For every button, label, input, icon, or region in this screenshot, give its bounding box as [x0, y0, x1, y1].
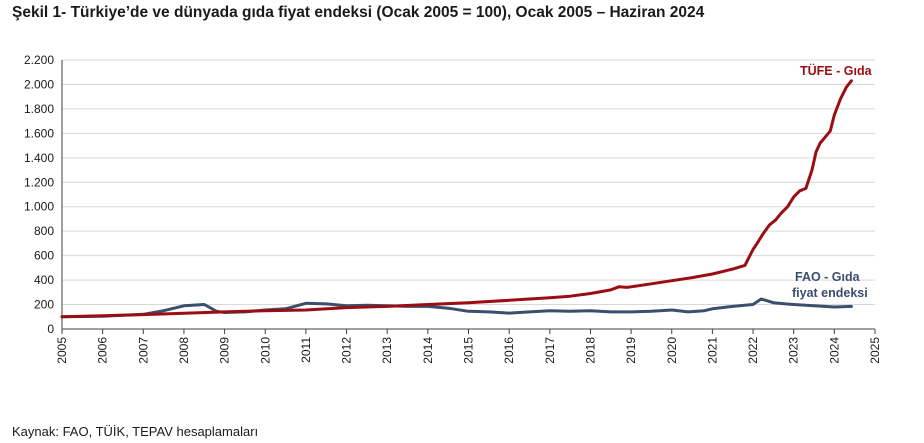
x-tick-label: 2011: [299, 337, 313, 363]
x-tick-label: 2015: [462, 337, 476, 364]
x-tick-label: 2021: [705, 337, 719, 364]
y-tick-label: 1.000: [24, 200, 54, 214]
y-axis-tick-labels: 0 200 400 600 800 1.000 1.200 1.400 1.600 1.800 2.…: [24, 53, 54, 336]
x-tick-label: 2010: [258, 337, 272, 364]
x-tick-label: 2009: [218, 337, 232, 364]
y-tick-label: 1.400: [24, 151, 54, 165]
series-label-tufe: TÜFE - Gıda: [800, 63, 873, 78]
y-tick-label: 2.000: [24, 77, 54, 91]
x-tick-label: 2024: [827, 337, 841, 364]
x-tick-label: 2005: [55, 337, 69, 364]
gridlines: [62, 59, 875, 306]
y-tick-label: 200: [34, 298, 54, 312]
x-tick-label: 2018: [583, 337, 597, 364]
y-tick-label: 1.200: [24, 175, 54, 189]
x-tick-label: 2020: [665, 337, 679, 364]
x-tick-label: 2006: [96, 337, 110, 364]
x-tick-label: 2023: [787, 337, 801, 364]
source-note: Kaynak: FAO, TÜİK, TEPAV hesaplamaları: [12, 424, 259, 439]
x-tick-label: 2022: [746, 337, 760, 364]
x-tick-label: 2007: [136, 337, 150, 364]
y-tick-label: 2.200: [24, 53, 54, 67]
y-tick-label: 1.800: [24, 102, 54, 116]
x-tick-label: 2014: [421, 337, 435, 364]
x-tick-label: 2012: [340, 337, 354, 364]
series-label-fao-line1: FAO - Gıda: [795, 270, 861, 284]
x-tick-label: 2008: [177, 337, 191, 364]
y-tick-label: 0: [47, 322, 54, 336]
line-chart: 0 200 400 600 800 1.000 1.200 1.400 1.600 1.800 2.…: [24, 53, 882, 364]
series-line-tufe: [60, 79, 853, 319]
chart-title: Şekil 1- Türkiye’de ve dünyada gıda fiya…: [12, 4, 705, 21]
x-tick-label: 2019: [624, 337, 638, 364]
y-tick-label: 800: [34, 224, 54, 238]
y-tick-label: 600: [34, 249, 54, 263]
y-tick-label: 1.600: [24, 126, 54, 140]
y-tick-label: 400: [34, 273, 54, 287]
x-tick-label: 2025: [868, 337, 882, 364]
series-label-fao-line2: fiyat endeksi: [792, 286, 868, 300]
series-lines: [60, 79, 853, 319]
x-tick-label: 2016: [502, 337, 516, 364]
x-tick-label: 2013: [380, 337, 394, 364]
x-tick-label: 2017: [543, 337, 557, 364]
x-axis: 2005 2006 2007 2008 2009 2010 2011 2012 2013 2014…: [55, 60, 882, 364]
